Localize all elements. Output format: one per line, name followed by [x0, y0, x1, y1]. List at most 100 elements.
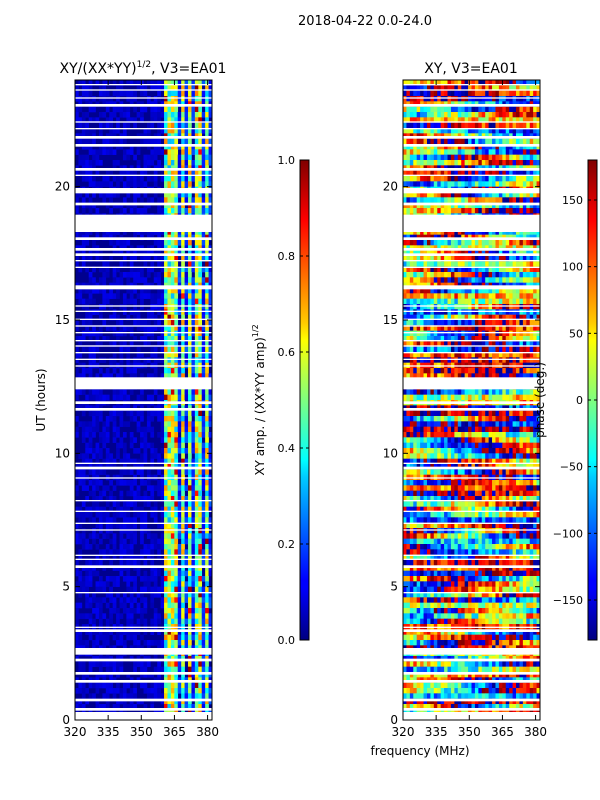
phase-cell: [481, 170, 486, 177]
amplitude-xtick-label: 320: [64, 725, 87, 739]
phase-cell: [478, 85, 483, 91]
amplitude-cell: [191, 304, 196, 310]
amplitude-cell: [181, 352, 185, 358]
phase-cell: [413, 240, 417, 246]
phase-cell: [488, 80, 493, 86]
amplitude-cell: [153, 576, 158, 582]
amplitude-cell: [170, 592, 175, 598]
amplitude-cell: [129, 629, 134, 635]
amplitude-cell: [208, 672, 212, 678]
amplitude-cell: [174, 176, 179, 182]
amplitude-cell: [85, 96, 89, 102]
amplitude-cell: [188, 373, 192, 379]
amplitude-cell: [191, 704, 196, 710]
amplitude-cell: [75, 432, 79, 438]
amplitude-cell: [143, 682, 148, 689]
phase-cell: [440, 112, 445, 118]
amplitude-cell: [181, 586, 185, 593]
amplitude-cell: [95, 698, 100, 705]
phase-cell: [471, 208, 476, 214]
phase-cell: [430, 138, 435, 145]
phase-cell: [488, 90, 493, 97]
amplitude-cell: [98, 704, 103, 710]
amplitude-cell: [188, 586, 192, 593]
amplitude-cell: [85, 229, 89, 235]
amplitude-cell: [136, 85, 141, 91]
phase-cell: [450, 266, 455, 273]
amplitude-cell: [170, 469, 175, 475]
phase-cell: [492, 160, 496, 166]
amplitude-cell: [109, 560, 113, 566]
amplitude-cell: [98, 309, 103, 315]
phase-cell: [440, 96, 445, 102]
phase-cell: [516, 202, 520, 209]
amplitude-cell: [122, 128, 127, 134]
amplitude-cell: [85, 170, 89, 177]
amplitude-cell: [188, 293, 192, 299]
amplitude-cell: [81, 261, 86, 267]
amplitude-cell: [75, 368, 79, 374]
amplitude-cell: [92, 410, 96, 417]
amplitude-cell: [188, 458, 192, 465]
phase-cell: [444, 80, 448, 86]
amplitude-cell: [194, 480, 199, 486]
amplitude-cell: [129, 458, 134, 465]
phase-cell: [403, 106, 407, 113]
amplitude-cell: [102, 272, 107, 278]
amplitude-cell: [184, 336, 189, 342]
amplitude-cell: [129, 330, 134, 337]
phase-cell: [437, 197, 441, 203]
amplitude-cell: [112, 517, 117, 523]
amplitude-cell: [184, 448, 189, 454]
flagged-gap: [75, 592, 212, 594]
amplitude-cell: [205, 608, 209, 614]
amplitude-cell: [98, 672, 103, 678]
phase-cell: [426, 208, 431, 214]
phase-cell: [485, 122, 489, 129]
phase-cell: [536, 96, 540, 102]
amplitude-cell: [136, 618, 141, 625]
amplitude-cell: [119, 570, 124, 577]
amplitude-cell: [181, 661, 185, 667]
phase-cell: [454, 261, 459, 267]
phase-cell: [485, 117, 489, 123]
amplitude-cell: [105, 368, 110, 374]
amplitude-cell: [150, 229, 155, 235]
amplitude-cell: [112, 597, 117, 603]
amplitude-cell: [194, 336, 199, 342]
amplitude-cell: [116, 565, 120, 571]
amplitude-cell: [136, 512, 141, 518]
amplitude-cell: [88, 272, 93, 278]
amplitude-cell: [170, 560, 175, 566]
amplitude-cell: [177, 90, 182, 97]
amplitude-cell: [102, 517, 107, 523]
phase-cell: [433, 197, 438, 203]
phase-cell: [423, 122, 428, 129]
amplitude-cell: [191, 602, 196, 609]
amplitude-cell: [177, 80, 182, 86]
amplitude-cell: [194, 496, 199, 502]
phase-cell: [509, 181, 513, 187]
amplitude-cell: [177, 288, 182, 294]
amplitude-cell: [105, 229, 110, 235]
amplitude-cell: [109, 517, 113, 523]
phase-cell: [522, 256, 527, 262]
amplitude-cell: [194, 197, 199, 203]
amplitude-cell: [170, 314, 175, 321]
amplitude-cell: [98, 682, 103, 689]
phase-cell: [478, 176, 483, 182]
phase-cell: [447, 90, 452, 97]
amplitude-cell: [164, 389, 168, 395]
amplitude-cell: [191, 197, 196, 203]
amplitude-cell: [177, 469, 182, 475]
amplitude-cell: [174, 432, 179, 438]
amplitude-cell: [164, 293, 168, 299]
phase-cell: [519, 106, 524, 113]
amplitude-cell: [126, 202, 131, 209]
amplitude-cell: [119, 176, 124, 182]
amplitude-cell: [133, 256, 137, 262]
amplitude-cell: [75, 634, 79, 641]
amplitude-cell: [181, 304, 185, 310]
phase-cell: [481, 117, 486, 123]
amplitude-cell: [126, 672, 131, 678]
